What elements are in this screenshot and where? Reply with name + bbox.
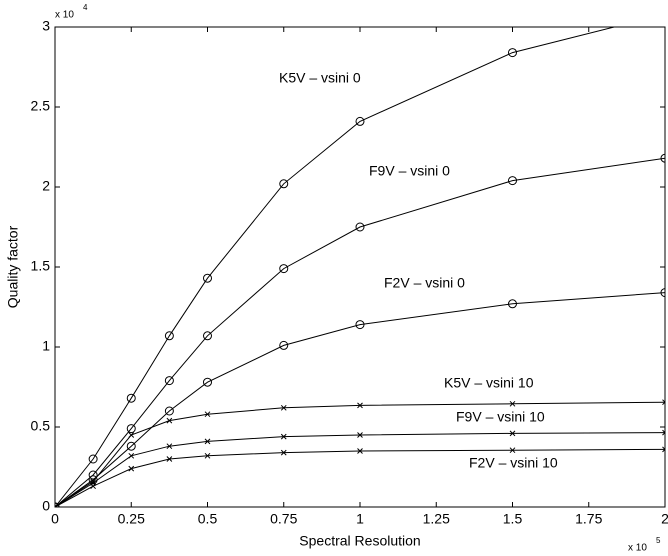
- series-line: [55, 448, 665, 507]
- series-label: K5V – vsini 10: [444, 375, 534, 391]
- x-multiplier: x 10: [628, 543, 647, 554]
- marker: [357, 402, 363, 409]
- series-line: [55, 157, 665, 507]
- series-label: F2V – vsini 10: [469, 455, 558, 471]
- y-axis-label: Quality factor: [5, 225, 21, 308]
- marker: [357, 432, 363, 438]
- y-tick-label: 0: [42, 498, 50, 514]
- x-tick-label: 0.75: [270, 511, 297, 527]
- marker: [90, 478, 96, 485]
- marker: [279, 340, 289, 350]
- marker: [660, 153, 665, 163]
- series-label: F2V – vsini 0: [384, 275, 465, 291]
- marker: [508, 299, 517, 309]
- marker: [660, 288, 665, 298]
- x-tick-label: 2: [661, 511, 668, 527]
- marker: [355, 116, 365, 126]
- series-line: [55, 292, 665, 507]
- marker: [128, 465, 135, 472]
- y-tick-label: 2: [42, 178, 50, 194]
- series-line: [55, 401, 665, 507]
- marker: [357, 448, 363, 454]
- series-label: F9V – vsini 10: [456, 409, 545, 425]
- marker: [203, 377, 212, 387]
- marker: [204, 452, 211, 459]
- x-axis-label: Spectral Resolution: [299, 533, 420, 549]
- marker: [355, 320, 365, 330]
- marker: [128, 452, 135, 459]
- x-tick-label: 0.5: [198, 511, 218, 527]
- marker: [204, 438, 211, 445]
- x-tick-label: 1: [356, 511, 364, 527]
- marker: [508, 48, 517, 58]
- marker: [662, 429, 665, 436]
- marker: [203, 273, 212, 283]
- marker: [128, 432, 135, 438]
- marker: [280, 433, 287, 440]
- marker: [355, 222, 365, 232]
- marker: [126, 424, 136, 434]
- marker: [509, 430, 516, 437]
- x-tick-label: 1.5: [503, 511, 523, 527]
- marker: [280, 404, 287, 411]
- marker: [55, 504, 58, 507]
- x-tick-label: 1.75: [575, 511, 602, 527]
- marker: [88, 470, 98, 480]
- marker: [204, 411, 211, 418]
- series-label: K5V – vsini 0: [279, 70, 361, 86]
- marker: [126, 393, 136, 403]
- marker: [164, 376, 174, 386]
- x-tick-label: 1.25: [423, 511, 450, 527]
- y-multiplier: x 10: [55, 10, 74, 21]
- series-line: [55, 27, 617, 507]
- marker: [662, 399, 665, 406]
- y-tick-label: 1: [42, 338, 50, 354]
- plot-area: [55, 10, 668, 507]
- y-tick-label: 2.5: [31, 98, 51, 114]
- y-tick-label: 3: [42, 18, 50, 34]
- y-tick-label: 0.5: [31, 418, 51, 434]
- marker: [508, 176, 517, 186]
- marker: [279, 264, 289, 274]
- marker: [90, 483, 96, 490]
- series-line: [55, 432, 665, 507]
- marker: [164, 331, 174, 341]
- marker: [88, 454, 98, 464]
- x-multiplier-exponent: 5: [656, 536, 661, 545]
- y-tick-label: 1.5: [31, 258, 51, 274]
- marker: [662, 446, 665, 453]
- marker: [164, 406, 174, 416]
- marker: [509, 447, 516, 454]
- marker: [166, 456, 173, 462]
- marker: [509, 400, 516, 407]
- marker: [126, 441, 136, 451]
- marker: [280, 449, 287, 456]
- marker: [279, 179, 289, 189]
- marker: [661, 10, 668, 18]
- marker: [166, 417, 173, 424]
- x-tick-label: 0.25: [118, 511, 145, 527]
- x-tick-label: 0: [51, 511, 59, 527]
- series-label: F9V – vsini 0: [369, 163, 450, 179]
- y-multiplier-exponent: 4: [83, 3, 88, 12]
- marker: [166, 443, 173, 450]
- marker: [203, 331, 212, 341]
